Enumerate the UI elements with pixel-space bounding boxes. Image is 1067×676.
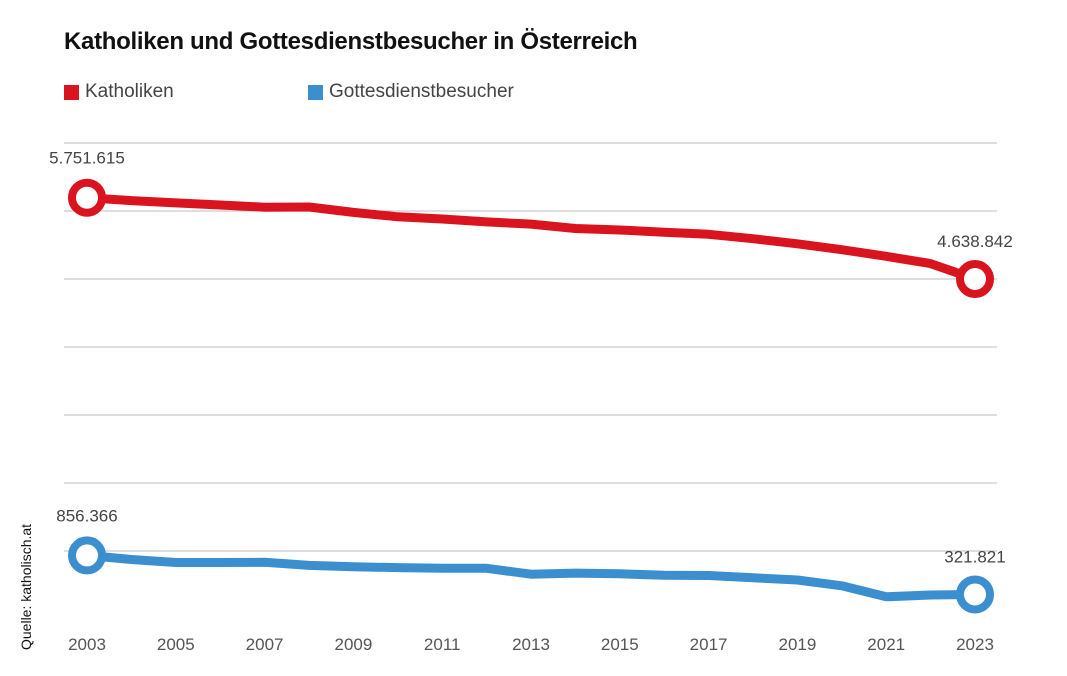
data-label-start-katholiken: 5.751.615 [49,149,125,168]
series-line-katholiken [82,193,980,284]
series-katholiken: 5.751.615 4.638.842 [49,149,1013,299]
x-tick-label: 2017 [690,635,728,654]
x-tick-label: 2007 [246,635,284,654]
legend-item-gottesdienstbesucher: Gottesdienstbesucher [308,80,514,104]
x-tick-label: 2003 [68,635,106,654]
end-marker-katholiken [956,260,994,299]
series-gottesdienstbesucher: 856.366 321.821 [56,506,1006,614]
x-tick-label: 2011 [424,635,461,654]
data-label-start-gottesdienstbesucher: 856.366 [56,506,117,525]
legend-label-katholiken: Katholiken [85,81,174,102]
x-tick-label: 2009 [334,635,372,654]
legend-label-gottesdienstbesucher: Gottesdienstbesucher [329,81,514,102]
x-tick-label: 2019 [778,635,816,654]
x-tick-label: 2023 [956,635,994,654]
data-label-end-katholiken: 4.638.842 [937,232,1013,251]
x-tick-label: 2015 [601,635,639,654]
legend-swatch-gottesdienstbesucher [308,84,323,100]
x-tick-label: 2021 [867,635,905,654]
x-tick-label: 2013 [512,635,550,654]
x-tick-label: 2005 [157,635,195,654]
legend-swatch-katholiken [64,84,79,100]
series-line-gottesdienstbesucher [82,550,980,602]
legend-item-katholiken: Katholiken [64,80,174,104]
gridlines [64,142,997,552]
start-marker-gottesdienstbesucher [68,536,106,575]
x-axis-ticks: 2003 2005 2007 2009 2011 2013 2015 2017 2019 2021… [68,635,994,654]
end-marker-gottesdienstbesucher [956,575,994,614]
start-marker-katholiken [68,178,106,217]
chart-title: Katholiken und Gottesdienstbesucher in Ö… [64,28,638,55]
data-label-end-gottesdienstbesucher: 321.821 [944,547,1005,566]
